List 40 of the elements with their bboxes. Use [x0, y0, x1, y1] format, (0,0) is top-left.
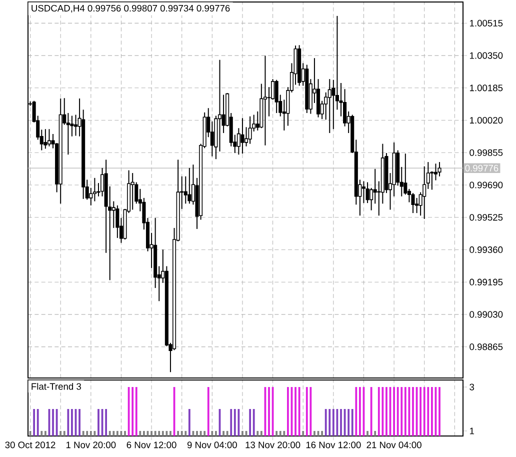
x-tick-label: 21 Nov 04:00	[366, 442, 422, 448]
x-tick-label: 1 Nov 20:00	[66, 442, 116, 448]
candlestick	[328, 78, 332, 134]
y-tick-label: 0.98865	[470, 344, 503, 350]
y-tick-label: 0.99195	[470, 278, 503, 286]
y-tick-label: 0.99030	[470, 311, 503, 318]
candlestick	[362, 180, 366, 204]
y-tick-label: 1	[470, 428, 474, 434]
candlestick	[240, 118, 244, 154]
candlestick	[274, 79, 278, 114]
candlestick	[415, 197, 419, 214]
x-tick-label: 16 Nov 12:00	[306, 442, 361, 448]
candlestick	[248, 116, 252, 144]
x-tick-label: 9 Nov 04:00	[187, 442, 237, 448]
candlestick	[438, 162, 442, 177]
y-tick-label: 1.00185	[470, 84, 503, 92]
y-tick-label: 0.99525	[470, 214, 503, 221]
y-tick-label: 0.99690	[470, 182, 503, 188]
x-tick-label: 6 Nov 12:00	[126, 442, 176, 448]
candlestick	[130, 172, 134, 210]
chart-title: USDCAD,H4 0.99756 0.99807 0.99734 0.99776	[32, 4, 230, 13]
candlestick	[74, 114, 78, 136]
ref-line-label: 0.99776	[465, 164, 498, 172]
y-tick-label: 0.99855	[470, 149, 503, 156]
x-tick-label: 30 Oct 2012	[5, 442, 56, 448]
candlestick	[263, 55, 267, 146]
x-tick-label: 13 Nov 20:00	[246, 442, 300, 448]
y-tick-label: 1.00515	[470, 20, 503, 26]
candlestick	[92, 177, 96, 202]
candlestick	[422, 166, 426, 220]
y-tick-label: 1.00350	[470, 52, 503, 59]
y-tick-label: 1.00020	[470, 116, 503, 124]
chart-title: Flat-Trend 3	[32, 382, 81, 390]
candlestick	[411, 192, 415, 214]
candlestick	[47, 128, 51, 147]
y-tick-label: 0.99360	[470, 246, 503, 254]
candlestick	[222, 94, 226, 134]
y-tick-label: 3	[470, 384, 474, 390]
candlestick	[188, 167, 192, 204]
candlestick	[44, 128, 48, 150]
